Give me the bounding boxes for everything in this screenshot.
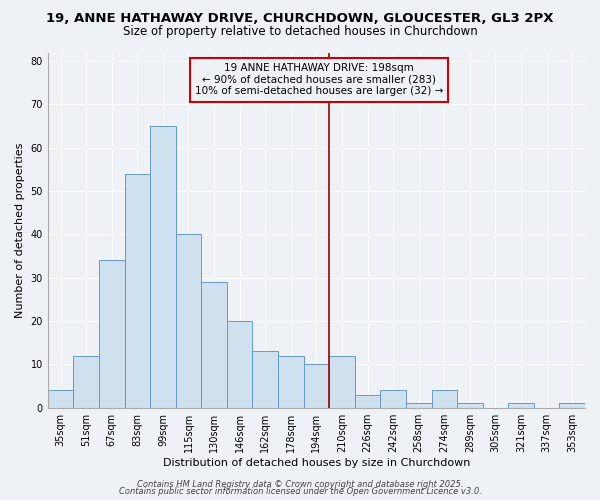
Bar bbox=[559, 404, 585, 407]
Bar bbox=[73, 356, 99, 408]
Text: Size of property relative to detached houses in Churchdown: Size of property relative to detached ho… bbox=[122, 25, 478, 38]
Bar bbox=[406, 404, 431, 407]
Bar bbox=[329, 356, 355, 408]
Text: Contains HM Land Registry data © Crown copyright and database right 2025.: Contains HM Land Registry data © Crown c… bbox=[137, 480, 463, 489]
Bar bbox=[508, 404, 534, 407]
Bar bbox=[380, 390, 406, 407]
Bar bbox=[150, 126, 176, 408]
Bar bbox=[304, 364, 329, 408]
Bar bbox=[253, 352, 278, 408]
Bar bbox=[201, 282, 227, 408]
X-axis label: Distribution of detached houses by size in Churchdown: Distribution of detached houses by size … bbox=[163, 458, 470, 468]
Bar bbox=[99, 260, 125, 408]
Bar bbox=[431, 390, 457, 407]
Text: 19 ANNE HATHAWAY DRIVE: 198sqm
← 90% of detached houses are smaller (283)
10% of: 19 ANNE HATHAWAY DRIVE: 198sqm ← 90% of … bbox=[195, 63, 443, 96]
Bar bbox=[355, 394, 380, 407]
Y-axis label: Number of detached properties: Number of detached properties bbox=[15, 142, 25, 318]
Bar bbox=[176, 234, 201, 408]
Bar bbox=[457, 404, 482, 407]
Bar bbox=[125, 174, 150, 408]
Bar bbox=[48, 390, 73, 407]
Text: 19, ANNE HATHAWAY DRIVE, CHURCHDOWN, GLOUCESTER, GL3 2PX: 19, ANNE HATHAWAY DRIVE, CHURCHDOWN, GLO… bbox=[46, 12, 554, 26]
Bar bbox=[278, 356, 304, 408]
Text: Contains public sector information licensed under the Open Government Licence v3: Contains public sector information licen… bbox=[119, 487, 481, 496]
Bar bbox=[227, 321, 253, 408]
